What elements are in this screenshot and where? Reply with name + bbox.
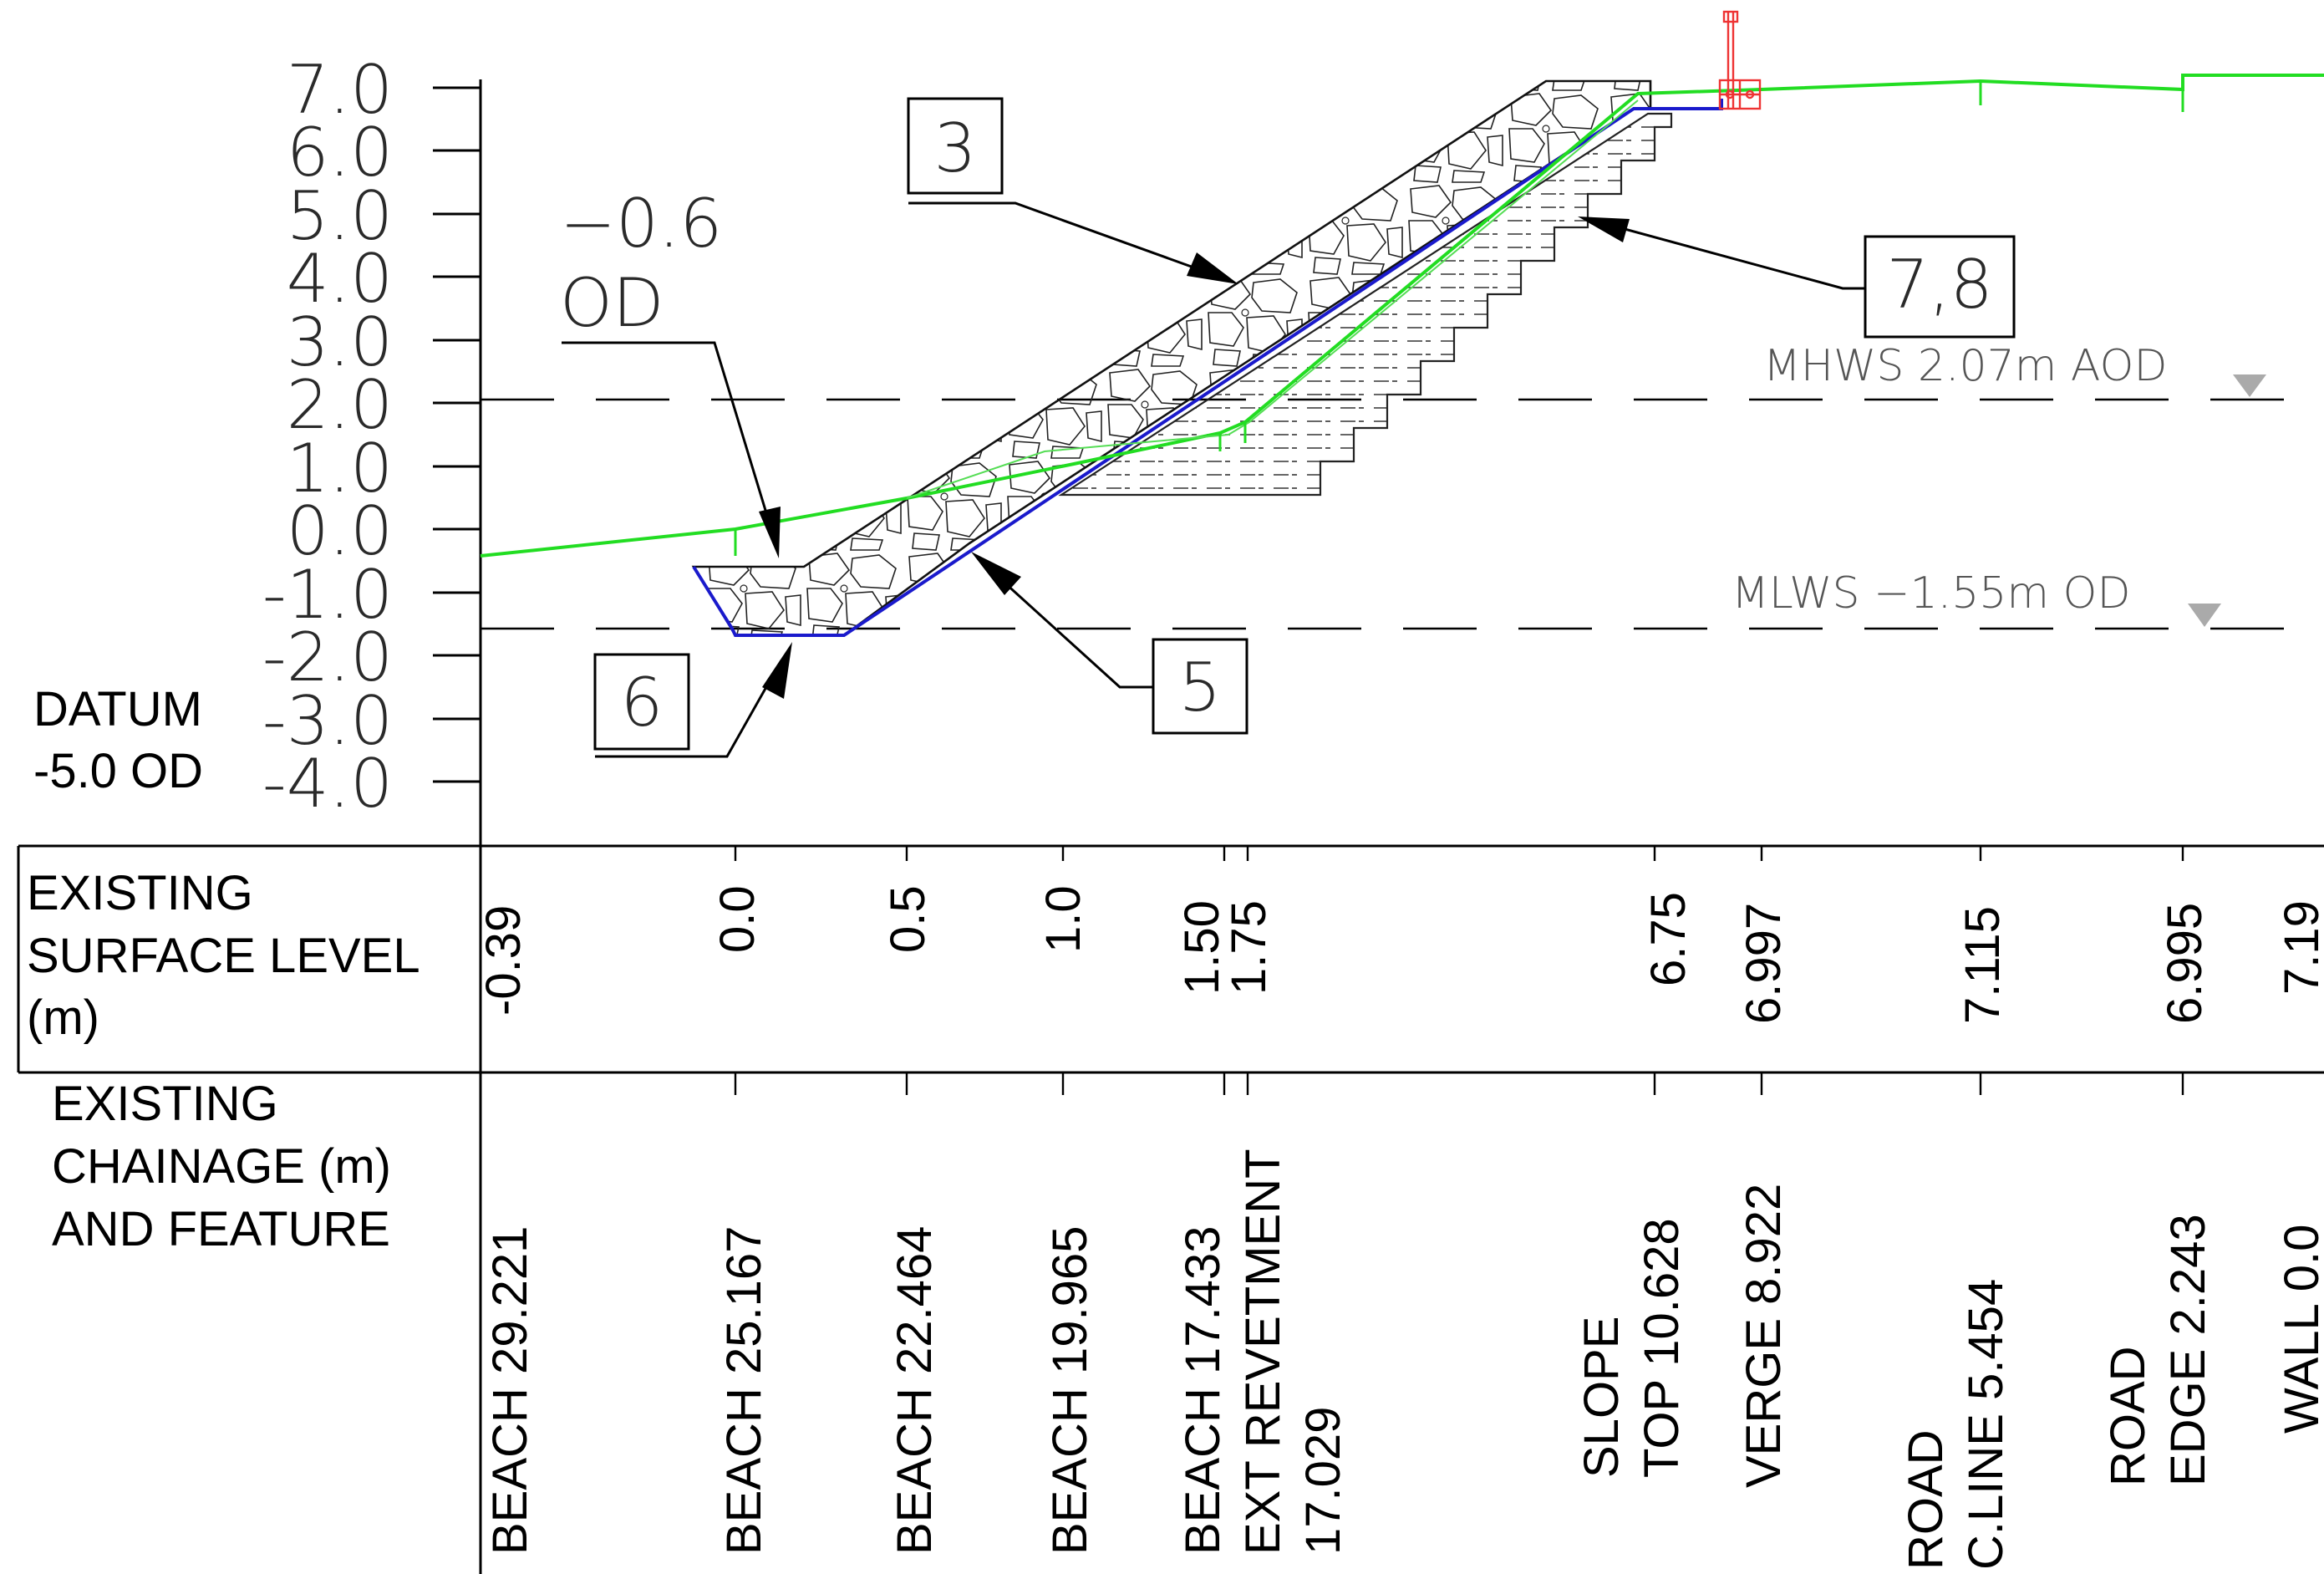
chainage-feature-label: EDGE 2.243	[2161, 1214, 2215, 1486]
axis-tick-label: 0.0	[287, 492, 393, 570]
callout-3: 3	[907, 97, 1238, 284]
existing-ground-line	[480, 74, 2324, 558]
chainage-feature-label: BEACH 17.433	[1176, 1226, 1230, 1555]
callout-7-8: 7,8	[1578, 216, 2016, 339]
data-table: EXISTING SURFACE LEVEL (m) EXISTING CHAI…	[17, 844, 2324, 1574]
callout-3-label: 3	[934, 110, 977, 187]
chainage-feature-label: VERGE 8.922	[1737, 1184, 1791, 1488]
chainage-feature-label: BEACH 29.221	[483, 1226, 537, 1555]
surface-level-header-line-2: SURFACE LEVEL	[27, 929, 420, 983]
axis-tick-label: 2.0	[287, 366, 393, 444]
surface-level-value: 7.115	[1955, 906, 2010, 1024]
surface-level-value: 6.75	[1641, 892, 1696, 986]
surface-level-value: 7.19	[2275, 900, 2324, 995]
rock-armour-layer	[691, 79, 1652, 637]
chainage-header: EXISTING CHAINAGE (m) AND FEATURE	[52, 1077, 391, 1256]
axis-tick-label: -1.0	[262, 556, 393, 634]
axis-tick-label: -3.0	[262, 682, 393, 760]
surface-level-value: 0.0	[710, 885, 765, 953]
surface-level-value: 6.997	[1737, 903, 1791, 1024]
callout-6-label: 6	[621, 664, 664, 741]
chainage-feature-label: BEACH 22.464	[887, 1226, 942, 1555]
datum-label: DATUM -5.0 OD	[33, 682, 203, 798]
chainage-header-line-3: AND FEATURE	[52, 1202, 390, 1256]
datum-line-2: -5.0 OD	[33, 744, 203, 798]
chainage-feature-label: C.LINE 5.454	[1959, 1279, 2013, 1570]
chainage-feature-label: SLOPE	[1574, 1317, 1629, 1478]
chainage-header-line-2: CHAINAGE (m)	[52, 1139, 391, 1194]
surface-level-header-line-3: (m)	[27, 991, 99, 1045]
surface-level-value: 1.75	[1222, 900, 1276, 995]
axis-tick-label: 4.0	[287, 240, 393, 318]
axis-tick-label: -2.0	[262, 619, 393, 696]
filter-core-hatch	[1058, 112, 1673, 497]
chainage-feature-label: ROAD	[1899, 1429, 1953, 1570]
surface-level-value: 1.50	[1175, 900, 1229, 995]
chainage-feature-label: EXT REVETMENT	[1236, 1149, 1290, 1555]
surface-level-value: -0.39	[476, 905, 531, 1016]
surface-level-header-line-1: EXISTING	[27, 866, 253, 920]
mhws-label: MHWS 2.07m AOD	[1763, 341, 2168, 391]
axis-tick-label: 5.0	[287, 177, 393, 255]
elevation-axis: 7.0 6.0 5.0 4.0 3.0 2.0 1.0 0.0 -1.0 -2.…	[262, 51, 482, 846]
mlws-marker-icon	[2188, 604, 2221, 627]
chainage-feature-label: BEACH 25.167	[717, 1226, 771, 1555]
mhws-marker-icon	[2233, 374, 2266, 397]
callout-7-8-label: 7,8	[1886, 246, 1992, 323]
axis-tick-label: 3.0	[287, 303, 393, 381]
toe-note-line-1: −0.6	[560, 185, 722, 262]
chainage-feature-label: BEACH 19.965	[1043, 1226, 1097, 1555]
callout-6: 6	[593, 642, 792, 758]
datum-line-1: DATUM	[33, 682, 202, 736]
chainage-feature-label: WALL 0.0	[2275, 1225, 2324, 1434]
chainage-feature-label: TOP 10.628	[1635, 1218, 1689, 1478]
surface-level-value: 0.5	[881, 885, 935, 953]
mlws-label: MLWS −1.55m OD	[1732, 568, 2131, 619]
toe-note-line-2: OD	[560, 264, 664, 342]
axis-tick-label: 1.0	[287, 430, 393, 507]
chainage-feature-label: ROAD	[2101, 1346, 2155, 1486]
surface-level-value: 1.0	[1036, 885, 1091, 953]
chainage-feature-label: 17.029	[1296, 1407, 1350, 1555]
axis-tick-label: 6.0	[287, 114, 393, 191]
callout-5: 5	[971, 552, 1248, 735]
surface-level-header: EXISTING SURFACE LEVEL (m)	[27, 866, 420, 1045]
axis-tick-label: 7.0	[287, 51, 393, 129]
chainage-header-line-1: EXISTING	[52, 1077, 278, 1131]
axis-tick-label: -4.0	[262, 745, 393, 823]
toe-level-note: −0.6 OD	[560, 185, 781, 558]
crest-structure	[1718, 10, 1762, 110]
surface-level-value: 6.995	[2158, 903, 2212, 1024]
tide-lines: MHWS 2.07m AOD MLWS −1.55m OD	[481, 341, 2324, 630]
callout-5-label: 5	[1179, 649, 1222, 726]
